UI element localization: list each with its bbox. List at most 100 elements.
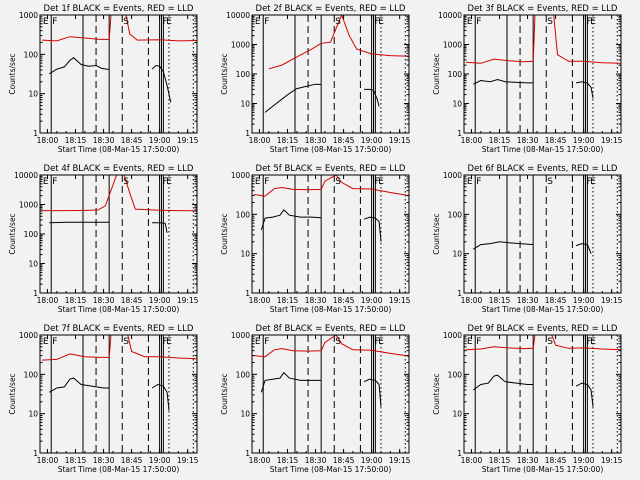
chart-title: Det 3f BLACK = Events, RED = LLD (468, 4, 618, 14)
y-axis-label: Counts/sec (8, 373, 17, 414)
time-marker-label: F (374, 177, 379, 187)
y-axis-label: Counts/sec (220, 53, 229, 94)
x-tick-label: 18:15 (489, 296, 511, 305)
x-tick-label: 19:00 (573, 296, 595, 305)
x-tick-label: 18:30 (93, 296, 115, 305)
time-marker-label: S (123, 337, 129, 347)
y-tick-label: 10 (240, 410, 250, 419)
x-axis-label: Start Time (08-Mar-15 17:50:00) (482, 145, 604, 154)
y-tick-label: 1 (33, 449, 38, 458)
y-axis-label: Counts/sec (432, 53, 441, 94)
time-marker-label: E (467, 17, 473, 27)
events-series-line (260, 371, 322, 393)
y-tick-label: 1 (457, 129, 462, 138)
y-tick-label: 10000 (438, 11, 462, 20)
x-tick-label: 18:45 (121, 296, 143, 305)
y-tick-label: 100 (24, 50, 39, 59)
time-marker-label: E (467, 177, 473, 187)
y-tick-label: 1000 (443, 171, 462, 180)
time-marker-label: F (374, 17, 379, 27)
y-axis-label: Counts/sec (220, 213, 229, 254)
y-tick-label: 1 (33, 129, 38, 138)
time-marker-label: E (378, 177, 384, 187)
x-tick-label: 18:45 (333, 456, 355, 465)
x-tick-label: 19:00 (149, 456, 171, 465)
y-axis-label: Counts/sec (432, 373, 441, 414)
y-axis-label: Counts/sec (8, 53, 17, 94)
x-tick-label: 18:15 (65, 456, 87, 465)
time-marker-label: E (590, 337, 596, 347)
x-tick-label: 19:15 (177, 136, 199, 145)
x-tick-label: 19:15 (389, 456, 411, 465)
x-tick-label: 18:45 (121, 456, 143, 465)
events-series-line (575, 81, 594, 99)
y-tick-label: 1000 (231, 331, 250, 340)
x-tick-label: 19:15 (177, 456, 199, 465)
x-tick-label: 18:15 (489, 456, 511, 465)
x-tick-label: 18:45 (545, 296, 567, 305)
time-marker-label: S (547, 177, 553, 187)
time-marker-label: F (162, 337, 167, 347)
x-tick-label: 18:30 (305, 456, 327, 465)
events-series-line (363, 378, 382, 407)
y-tick-label: 10000 (14, 171, 38, 180)
lld-series-line (253, 175, 409, 197)
plot-frame (463, 334, 622, 454)
x-tick-label: 18:30 (93, 456, 115, 465)
x-tick-label: 18:00 (461, 296, 483, 305)
lld-series-line (41, 15, 197, 42)
y-tick-label: 1 (33, 289, 38, 298)
x-tick-label: 18:30 (305, 136, 327, 145)
x-axis-label: Start Time (08-Mar-15 17:50:00) (58, 465, 180, 474)
y-tick-label: 10 (240, 100, 250, 109)
x-tick-label: 18:30 (305, 296, 327, 305)
events-series-line (575, 382, 594, 407)
y-tick-label: 10 (452, 410, 462, 419)
chart-title: Det 6f BLACK = Events, RED = LLD (468, 164, 618, 174)
x-tick-label: 18:45 (333, 136, 355, 145)
x-tick-label: 18:15 (277, 136, 299, 145)
time-marker-label: S (123, 17, 129, 27)
y-axis-label: Counts/sec (432, 213, 441, 254)
lld-series-line (268, 15, 409, 70)
x-tick-label: 18:45 (545, 456, 567, 465)
time-marker-label: E (378, 17, 384, 27)
time-marker-label: S (123, 177, 129, 187)
x-tick-label: 19:15 (601, 456, 623, 465)
lld-series-line (465, 15, 621, 64)
time-marker-label: F (586, 177, 591, 187)
y-tick-label: 10 (28, 90, 38, 99)
events-series-line (49, 221, 110, 224)
time-marker-label: F (264, 177, 269, 187)
chart-title: Det 2f BLACK = Events, RED = LLD (256, 4, 406, 14)
events-series-line (364, 88, 380, 107)
time-marker-label: F (374, 337, 379, 347)
x-tick-label: 18:00 (37, 136, 59, 145)
events-series-line (473, 374, 534, 391)
time-marker-label: E (166, 337, 172, 347)
y-tick-label: 100 (236, 210, 251, 219)
time-marker-label: S (547, 337, 553, 347)
time-marker-label: E (166, 17, 172, 27)
x-tick-label: 18:15 (277, 456, 299, 465)
time-marker-label: E (255, 17, 261, 27)
y-tick-label: 100 (448, 370, 463, 379)
x-axis-label: Start Time (08-Mar-15 17:50:00) (482, 305, 604, 314)
x-tick-label: 18:45 (545, 136, 567, 145)
x-tick-label: 18:00 (249, 136, 271, 145)
chart-title: Det 8f BLACK = Events, RED = LLD (256, 324, 406, 334)
y-tick-label: 100 (24, 370, 39, 379)
chart-title: Det 1f BLACK = Events, RED = LLD (44, 4, 194, 14)
x-axis-label: Start Time (08-Mar-15 17:50:00) (482, 465, 604, 474)
x-tick-label: 18:00 (249, 456, 271, 465)
y-axis-label: Counts/sec (220, 373, 229, 414)
time-marker-label: E (255, 177, 261, 187)
x-tick-label: 19:15 (389, 296, 411, 305)
x-tick-label: 18:30 (517, 296, 539, 305)
